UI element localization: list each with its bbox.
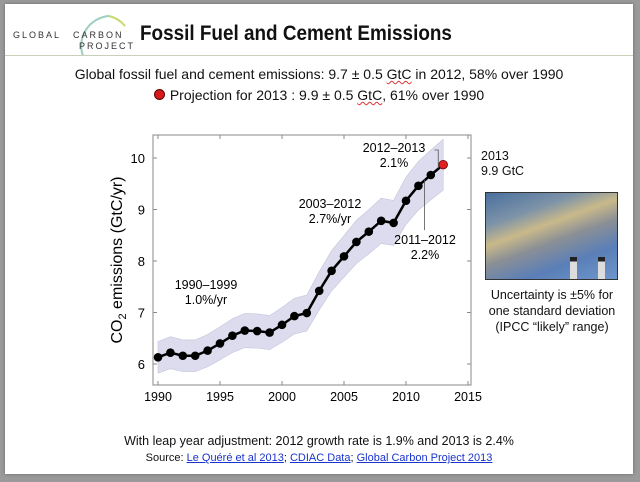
data-point — [277, 320, 287, 330]
y-tick-label: 8 — [138, 254, 145, 269]
y-tick-label: 7 — [138, 306, 145, 321]
subtitle-text: , 61% over 1990 — [382, 87, 485, 103]
annotation-leader — [434, 149, 439, 169]
global-carbon-project-logo: GLOBAL CARBON PROJECT — [13, 12, 133, 58]
annotation-label: 2011–2012 — [394, 233, 456, 247]
uncertainty-note: Uncertainty is ±5% for one standard devi… — [481, 287, 623, 335]
header-divider — [5, 55, 633, 56]
uncertainty-line: (IPCC “likely” range) — [495, 320, 609, 334]
smokestack-photo — [485, 192, 618, 280]
subtitle-unit: GtC — [357, 87, 383, 103]
data-point — [339, 252, 349, 261]
data-point — [203, 346, 212, 355]
x-tick-label: 1990 — [144, 390, 172, 404]
x-tick-label: 2005 — [330, 390, 358, 404]
data-point — [153, 353, 163, 362]
data-point — [178, 351, 188, 361]
source-line: Source: Le Quéré et al 2013; CDIAC Data;… — [145, 452, 493, 464]
data-point — [426, 170, 436, 180]
projection-label: 2013 9.9 GtC — [481, 149, 524, 179]
data-point — [314, 286, 324, 296]
data-point — [414, 181, 423, 191]
y-tick-label: 6 — [138, 357, 145, 372]
logo-text-carbon: CARBON — [73, 30, 124, 40]
data-point — [190, 351, 200, 361]
subtitle-text: Projection for 2013 : 9.9 ± 0.5 — [169, 87, 358, 103]
uncertainty-band — [157, 138, 444, 374]
data-point — [228, 331, 237, 340]
data-point — [240, 326, 250, 335]
x-tick-label: 1995 — [206, 390, 234, 404]
projection-year: 2013 — [481, 149, 509, 163]
data-point — [265, 328, 274, 337]
slide-title: Fossil Fuel and Cement Emissions — [140, 22, 452, 45]
smokestack — [570, 257, 577, 279]
projection-point — [438, 159, 448, 170]
projection-value: 9.9 GtC — [481, 164, 525, 178]
logo-arc-icon — [80, 15, 126, 57]
source-label: Source: — [145, 452, 187, 464]
y-tick-label: 9 — [138, 203, 145, 218]
data-point — [290, 311, 299, 321]
annotation-label: 2003–2012 — [299, 197, 362, 211]
x-tick-label: 2000 — [268, 390, 296, 404]
data-point — [252, 326, 262, 336]
data-point — [215, 339, 225, 348]
data-point — [401, 196, 411, 206]
x-tick-label: 2015 — [454, 390, 482, 404]
slide: GLOBAL CARBON PROJECT Fossil Fuel and Ce… — [5, 4, 633, 474]
plot-frame — [152, 134, 472, 386]
source-link-cdiac[interactable]: CDIAC Data — [289, 452, 351, 464]
x-tick-label: 2010 — [392, 390, 420, 404]
annotation-label: 1990–1999 — [175, 278, 238, 292]
subtitle-line-2: Projection for 2013 : 9.9 ± 0.5 GtC, 61%… — [5, 87, 633, 103]
subtitle-line-1: Global fossil fuel and cement emissions:… — [5, 66, 633, 82]
subtitle-text: in 2012, 58% over 1990 — [411, 66, 564, 82]
source-link-le-quere[interactable]: Le Quéré et al 2013 — [186, 452, 284, 464]
y-tick-label: 10 — [131, 151, 145, 166]
data-point — [376, 216, 386, 226]
annotation-label: 2.7%/yr — [309, 212, 351, 226]
data-point — [302, 308, 312, 318]
logo-text-global: GLOBAL — [13, 30, 62, 40]
annotation-label: 2012–2013 — [363, 141, 426, 155]
projection-dot-icon — [153, 89, 165, 100]
annotation-label: 2.2% — [411, 248, 440, 262]
data-point — [364, 227, 374, 236]
subtitle-unit: GtC — [386, 66, 412, 82]
source-link-gcp[interactable]: Global Carbon Project 2013 — [356, 452, 493, 464]
subtitle-text: Global fossil fuel and cement emissions:… — [74, 66, 387, 82]
data-point — [352, 237, 361, 247]
data-point — [166, 348, 175, 357]
logo-text-project: PROJECT — [79, 41, 136, 51]
annotation-label: 2.1% — [380, 156, 409, 170]
uncertainty-line: one standard deviation — [488, 304, 616, 318]
smokestack — [598, 257, 605, 279]
data-point — [389, 218, 398, 228]
y-axis-label: CO2 emissions (GtC/yr) — [109, 176, 129, 343]
leap-year-note: With leap year adjustment: 2012 growth r… — [124, 434, 514, 448]
data-point — [327, 266, 336, 276]
uncertainty-line: Uncertainty is ±5% for — [490, 288, 614, 302]
annotation-label: 1.0%/yr — [185, 293, 227, 307]
